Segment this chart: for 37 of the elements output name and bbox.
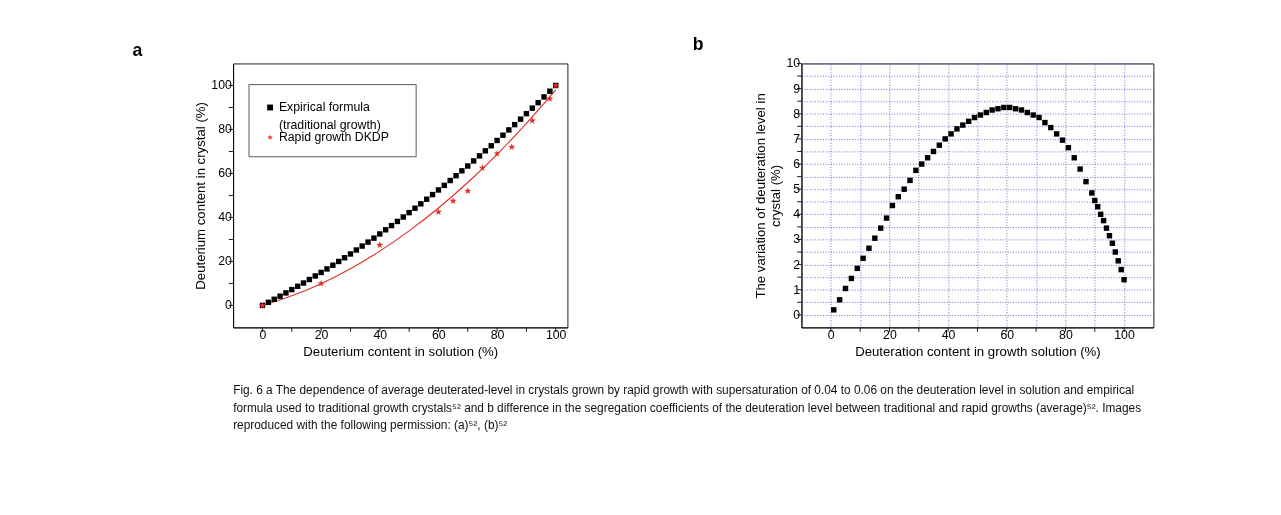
x-tick-label: 20 — [314, 328, 329, 343]
x-tick-label: 80 — [1059, 328, 1073, 343]
x-axis-title: Deuteration content in growth solution (%) — [855, 344, 1101, 360]
y-tick-label: 7 — [793, 131, 801, 146]
x-tick-label: 100 — [545, 328, 567, 343]
y-tick-label: 10 — [786, 56, 801, 71]
x-tick-label: 40 — [373, 328, 388, 343]
legend-label: Expirical formula (traditional growth) — [278, 100, 381, 132]
y-tick-label: 5 — [793, 182, 801, 197]
y-tick-label: 0 — [224, 298, 232, 313]
x-axis-title: Deuterium content in solution (%) — [303, 344, 499, 360]
x-tick-label: 60 — [1000, 328, 1015, 343]
y-tick-label: 80 — [218, 122, 232, 137]
x-tick-label: 40 — [941, 328, 956, 343]
x-tick-label: 100 — [1114, 328, 1135, 343]
x-tick-label: 60 — [432, 328, 446, 343]
y-tick-label: 8 — [793, 106, 801, 121]
y-tick-label: 9 — [793, 81, 801, 96]
x-tick-label: 0 — [259, 328, 267, 343]
x-tick-label: 0 — [827, 328, 835, 343]
y-tick-label: 2 — [793, 257, 801, 272]
y-tick-label: 1 — [793, 282, 801, 297]
y-tick-label: 4 — [793, 207, 801, 222]
y-axis-title: Deuterium content in crystal (%) — [193, 102, 209, 290]
x-tick-label: 20 — [883, 328, 897, 343]
y-tick-label: 40 — [218, 210, 232, 225]
y-tick-label: 0 — [793, 307, 801, 322]
y-tick-label: 20 — [218, 254, 232, 269]
caption: Fig. 6 a The dependence of average deuterated-level in crystals grown by rapid growth with supersaturation of 0.04 to 0.06 on the deuteration level in solution and empirical formula used to traditional growth crystals⁵² and b difference in the segregation coefficients of the deuteration level between traditional and rapid growths (average)⁵². Images reproduced with the following permission: (a)⁵², (b)⁵² — [233, 383, 1142, 433]
y-tick-label: 60 — [218, 166, 232, 181]
y-tick-label: 6 — [793, 157, 801, 172]
x-tick-label: 80 — [490, 328, 505, 343]
y-tick-label: 3 — [793, 232, 801, 247]
chart-title: a — [132, 40, 143, 61]
chart-title: b — [692, 34, 704, 55]
y-tick-label: 100 — [211, 78, 232, 93]
y-axis-title: The variation of deuteration level in crystal (%) — [753, 93, 784, 299]
